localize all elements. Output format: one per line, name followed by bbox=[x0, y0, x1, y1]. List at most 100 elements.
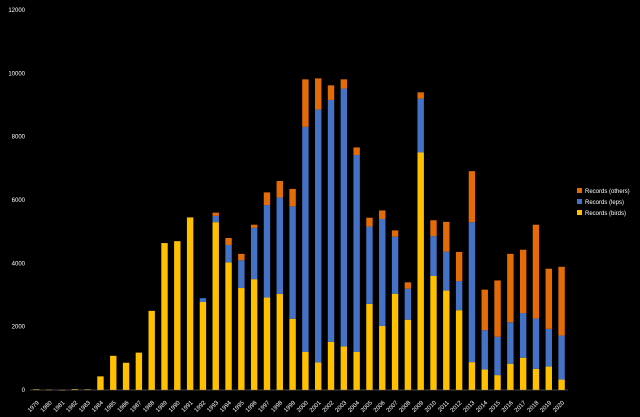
bar-segment bbox=[468, 362, 476, 390]
bar-segment bbox=[519, 249, 527, 314]
x-tick-label: 2011 bbox=[437, 400, 451, 414]
legend-label: Records (others) bbox=[585, 189, 630, 195]
x-tick-label: 1985 bbox=[104, 400, 118, 414]
y-tick-label: 6000 bbox=[12, 198, 26, 204]
x-tick-label: 1988 bbox=[142, 400, 156, 414]
x-tick-label: 2013 bbox=[463, 400, 477, 414]
bar-segment bbox=[558, 379, 565, 390]
legend-swatch bbox=[577, 188, 582, 193]
bar-segment bbox=[404, 282, 412, 289]
x-tick-label: 2010 bbox=[424, 400, 438, 414]
y-tick-label: 4000 bbox=[12, 261, 26, 267]
bar-segment bbox=[33, 389, 40, 390]
bar-segment bbox=[494, 280, 501, 337]
x-tick-label: 1990 bbox=[168, 400, 182, 414]
bar-segment bbox=[315, 109, 322, 363]
bar-segment bbox=[327, 99, 335, 342]
bar-segment bbox=[250, 279, 258, 390]
x-tick-label: 2001 bbox=[309, 400, 323, 414]
bar-segment bbox=[404, 319, 412, 390]
x-tick-label: 1994 bbox=[219, 400, 233, 414]
bar-segment bbox=[340, 79, 348, 89]
bar-segment bbox=[481, 330, 488, 370]
bar-segment bbox=[225, 244, 232, 263]
x-tick-label: 2012 bbox=[450, 400, 464, 414]
bar-segment bbox=[455, 251, 463, 282]
x-tick-label: 2005 bbox=[360, 400, 374, 414]
bar-segment bbox=[379, 326, 386, 390]
bar-segment bbox=[558, 266, 565, 336]
bar-segment bbox=[225, 262, 232, 390]
bar-segment bbox=[238, 260, 245, 289]
legend: Records (others) Records (leps) Records (b… bbox=[577, 188, 630, 217]
bar-segment bbox=[315, 78, 322, 110]
bar-segment bbox=[276, 197, 283, 295]
bar-segment bbox=[225, 238, 232, 245]
bar-segment bbox=[212, 212, 219, 216]
bar-segment bbox=[558, 335, 565, 380]
bar-segment bbox=[455, 281, 463, 311]
x-tick-label: 2016 bbox=[501, 400, 515, 414]
bar-segment bbox=[545, 366, 552, 390]
x-tick-label: 2004 bbox=[347, 400, 361, 414]
bar-segment bbox=[443, 221, 450, 252]
bar-segment bbox=[519, 313, 527, 358]
bar-segment bbox=[238, 288, 245, 390]
bar-segment bbox=[353, 155, 360, 352]
bar-segment bbox=[404, 288, 412, 320]
legend-swatch bbox=[577, 210, 582, 215]
x-tick-label: 1980 bbox=[40, 400, 54, 414]
x-tick-label: 2017 bbox=[514, 400, 528, 414]
bar-segment bbox=[353, 147, 360, 156]
bar-segment bbox=[327, 341, 335, 390]
x-tick-label: 1997 bbox=[258, 400, 272, 414]
x-tick-label: 1982 bbox=[66, 400, 80, 414]
bar-segment bbox=[289, 188, 296, 207]
bar-segment bbox=[430, 276, 437, 390]
bar-segment bbox=[494, 375, 501, 390]
bar-segment bbox=[391, 230, 399, 237]
bar-segment bbox=[212, 215, 219, 223]
bar-segment bbox=[212, 222, 219, 390]
x-tick-label: 1983 bbox=[78, 400, 92, 414]
x-tick-label: 1984 bbox=[91, 400, 105, 414]
bar-segment bbox=[71, 389, 79, 390]
bar-segment bbox=[315, 362, 322, 390]
bar-segment bbox=[532, 318, 540, 369]
bar-segment bbox=[302, 79, 309, 127]
bar-segment bbox=[417, 98, 424, 153]
x-tick-label: 2000 bbox=[296, 400, 310, 414]
x-tick-label: 1992 bbox=[194, 400, 208, 414]
bar-segment bbox=[135, 352, 143, 390]
x-tick-label: 1979 bbox=[27, 400, 41, 414]
x-tick-label: 2015 bbox=[488, 400, 502, 414]
x-tick-label: 1987 bbox=[130, 400, 144, 414]
bar-segment bbox=[289, 318, 296, 390]
y-tick-label: 12000 bbox=[8, 8, 25, 14]
y-tick-label: 2000 bbox=[12, 325, 26, 331]
y-axis: 0 2000 4000 6000 8000 10000 12000 bbox=[8, 8, 25, 394]
bar-segment bbox=[443, 251, 450, 291]
bar-segment bbox=[289, 206, 296, 319]
bar-segment bbox=[250, 224, 258, 228]
bar-segment bbox=[263, 192, 271, 206]
bar-segment bbox=[327, 85, 335, 100]
bar-segment bbox=[97, 376, 104, 390]
bar-segment bbox=[391, 293, 399, 390]
x-tick-label: 2003 bbox=[335, 400, 349, 414]
bar-segment bbox=[481, 369, 488, 390]
bar-segment bbox=[430, 236, 437, 276]
bar-segment bbox=[199, 301, 207, 390]
bar-segment bbox=[379, 219, 386, 327]
bar-segment bbox=[366, 217, 373, 227]
x-tick-label: 1991 bbox=[181, 400, 195, 414]
bar-segment bbox=[545, 328, 552, 367]
x-tick-label: 2019 bbox=[540, 400, 554, 414]
bar-segment bbox=[417, 152, 424, 390]
bar-segment bbox=[507, 363, 514, 390]
x-tick-label: 2006 bbox=[373, 400, 387, 414]
x-tick-label: 1993 bbox=[206, 400, 220, 414]
x-axis: 1979 1980 1981 1982 1983 1984 1985 1986 1987 1988… bbox=[27, 389, 568, 414]
x-tick-label: 1995 bbox=[232, 400, 246, 414]
bar-segment bbox=[263, 205, 271, 298]
